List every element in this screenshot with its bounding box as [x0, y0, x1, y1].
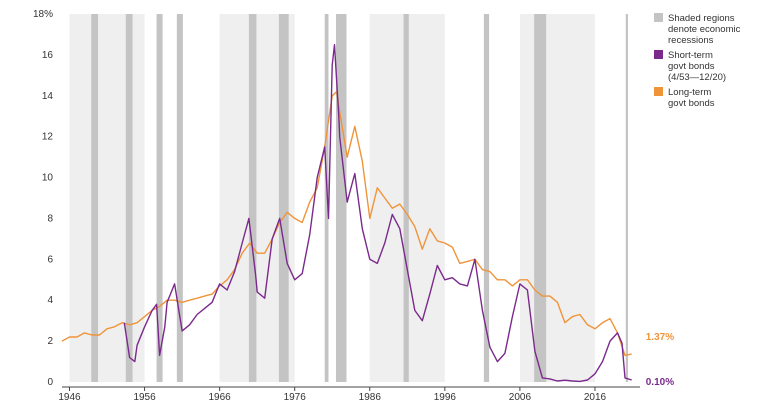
y-tick-label: 4 — [47, 295, 53, 306]
x-axis: 1946 1956 1966 1976 1986 1996 2006 2016 — [58, 387, 607, 403]
recession-bar — [534, 14, 547, 382]
y-tick-label: 14 — [42, 91, 54, 102]
x-tick-label: 2006 — [509, 392, 532, 403]
recession-bar — [324, 14, 329, 382]
x-tick-label: 1986 — [359, 392, 382, 403]
legend-label: (4/53—12/20) — [668, 72, 726, 83]
legend-label: Long-term — [668, 87, 711, 98]
recession-bar — [403, 14, 409, 382]
legend-label: Shaded regions — [668, 13, 735, 24]
x-tick-label: 1976 — [284, 392, 307, 403]
recession-bar — [156, 14, 163, 382]
x-tick-label: 1956 — [133, 392, 156, 403]
y-tick-label: 12 — [42, 132, 54, 143]
x-tick-label: 2016 — [584, 392, 607, 403]
decade-band — [69, 14, 145, 382]
short-term-line — [123, 44, 632, 383]
x-tick-label: 1996 — [434, 392, 457, 403]
y-axis: 0 2 4 6 8 10 12 14 16 18% — [33, 9, 53, 388]
legend-swatch-long-term — [654, 87, 663, 96]
legend-swatch-short-term — [654, 50, 663, 59]
legend-label: denote economic — [668, 24, 741, 35]
long-term-end-label: 1.37% — [646, 332, 674, 343]
y-tick-label: 10 — [42, 173, 54, 184]
recession-bar — [176, 14, 183, 382]
y-tick-label: 0 — [47, 377, 53, 388]
recession-bar — [91, 14, 99, 382]
y-tick-label: 8 — [47, 213, 53, 224]
end-labels: 1.37% 0.10% — [646, 332, 674, 388]
x-tick-label: 1966 — [209, 392, 232, 403]
legend-label: govt bonds — [668, 61, 715, 72]
recession-bar — [483, 14, 490, 382]
y-tick-label: 18% — [33, 9, 53, 20]
recession-bars — [91, 14, 628, 382]
recession-bar — [248, 14, 257, 382]
y-tick-label: 16 — [42, 50, 54, 61]
y-tick-label: 2 — [47, 336, 53, 347]
legend-label: govt bonds — [668, 98, 715, 109]
recession-bar — [125, 14, 133, 382]
x-tick-label: 1946 — [58, 392, 81, 403]
y-tick-label: 6 — [47, 254, 53, 265]
short-term-end-label: 0.10% — [646, 377, 674, 388]
recession-bar — [278, 14, 289, 382]
series-lines — [61, 44, 632, 383]
legend-label: recessions — [668, 35, 714, 46]
decade-band — [519, 14, 595, 382]
recession-bar — [335, 14, 347, 382]
recession-bar — [625, 14, 628, 382]
legend-label: Short-term — [668, 50, 713, 61]
long-term-line — [61, 91, 632, 357]
legend-swatch-recession — [654, 13, 663, 22]
